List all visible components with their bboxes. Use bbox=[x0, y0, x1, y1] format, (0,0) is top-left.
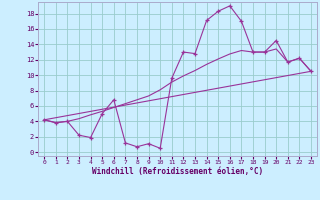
X-axis label: Windchill (Refroidissement éolien,°C): Windchill (Refroidissement éolien,°C) bbox=[92, 167, 263, 176]
